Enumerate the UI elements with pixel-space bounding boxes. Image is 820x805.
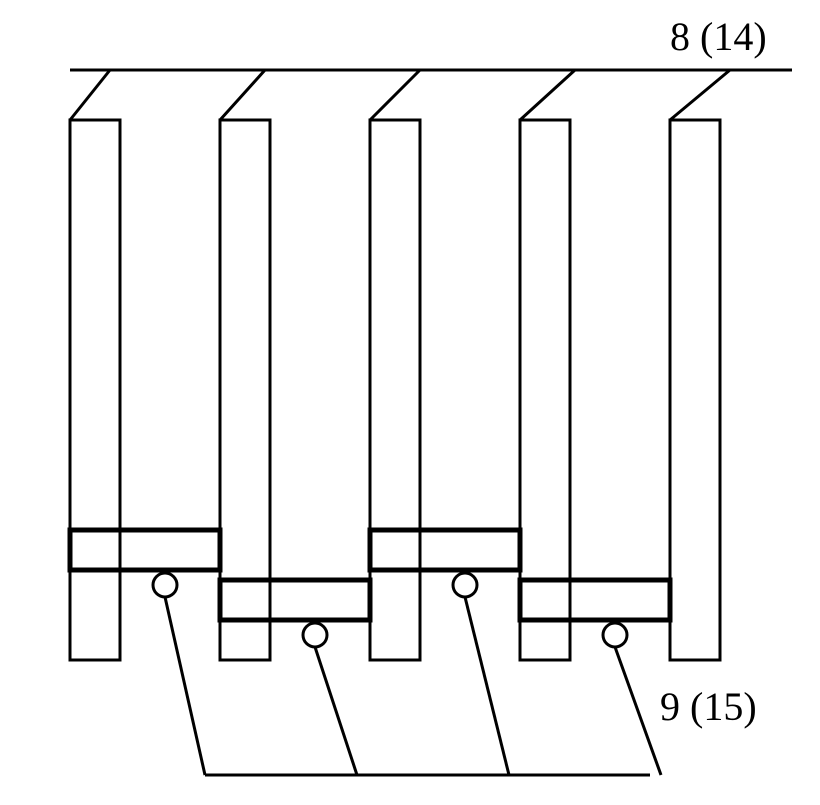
connector-bar <box>70 530 220 570</box>
bottom-leader <box>465 597 509 775</box>
top-leader <box>670 70 730 120</box>
bottom-leader <box>165 597 205 775</box>
vertical-bar <box>370 120 420 660</box>
top-leader <box>70 70 110 120</box>
top-leader <box>370 70 420 120</box>
vertical-bar <box>70 120 120 660</box>
label-bottom: 9 (15) <box>660 684 757 729</box>
pin-circle <box>603 623 627 647</box>
bottom-leader <box>615 647 661 775</box>
vertical-bar <box>670 120 720 660</box>
pin-circle <box>153 573 177 597</box>
label-top: 8 (14) <box>670 14 767 59</box>
bottom-leader <box>315 647 357 775</box>
connector-bar <box>370 530 520 570</box>
pin-circle <box>303 623 327 647</box>
connector-bar <box>220 580 370 620</box>
top-leader <box>520 70 575 120</box>
technical-diagram: 8 (14) 9 (15) <box>0 0 820 805</box>
pin-circle <box>453 573 477 597</box>
connector-bar <box>520 580 670 620</box>
top-leader <box>220 70 265 120</box>
